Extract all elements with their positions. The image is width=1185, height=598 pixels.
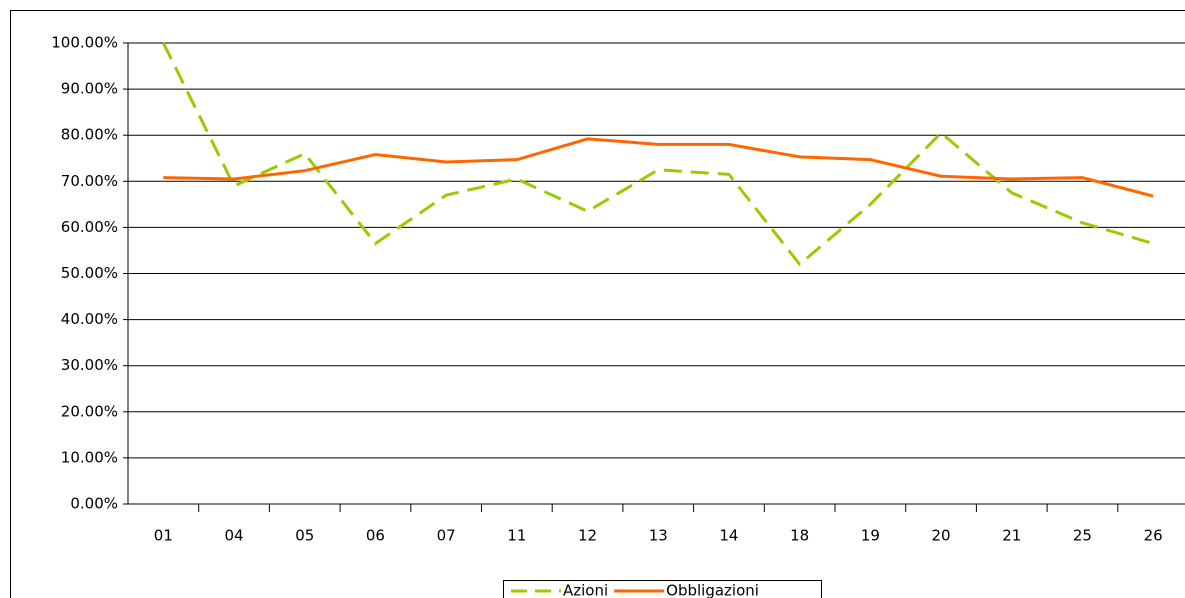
chart-frame xyxy=(10,10,1185,598)
y-tick-label: 30.00% xyxy=(61,356,118,374)
legend-box xyxy=(503,580,822,598)
x-tick-label: 26 xyxy=(1144,527,1163,545)
x-tick-label: 21 xyxy=(1002,527,1021,545)
x-tick-label: 06 xyxy=(366,527,385,545)
x-tick-label: 07 xyxy=(437,527,456,545)
x-tick-label: 14 xyxy=(719,527,738,545)
y-tick-label: 90.00% xyxy=(61,80,118,98)
legend-label: Obbligazioni xyxy=(666,582,759,598)
x-tick-label: 20 xyxy=(932,527,951,545)
y-tick-label: 0.00% xyxy=(70,495,118,513)
x-tick-label: 04 xyxy=(225,527,244,545)
y-tick-label: 80.00% xyxy=(61,126,118,144)
y-tick-label: 10.00% xyxy=(61,448,118,466)
y-tick-label: 40.00% xyxy=(61,310,118,328)
y-tick-label: 20.00% xyxy=(61,402,118,420)
y-tick-label: 100.00% xyxy=(51,34,118,52)
x-tick-label: 18 xyxy=(790,527,809,545)
x-tick-label: 05 xyxy=(295,527,314,545)
x-tick-label: 13 xyxy=(649,527,668,545)
x-tick-label: 11 xyxy=(507,527,526,545)
x-tick-label: 25 xyxy=(1073,527,1092,545)
y-tick-label: 50.00% xyxy=(61,264,118,282)
x-tick-label: 12 xyxy=(578,527,597,545)
series-line xyxy=(163,137,1154,198)
y-tick-label: 60.00% xyxy=(61,218,118,236)
series-line xyxy=(162,42,1154,267)
x-tick-label: 01 xyxy=(154,527,173,545)
legend-label: Azioni xyxy=(563,582,608,598)
x-tick-label: 19 xyxy=(861,527,880,545)
y-tick-label: 70.00% xyxy=(61,172,118,190)
